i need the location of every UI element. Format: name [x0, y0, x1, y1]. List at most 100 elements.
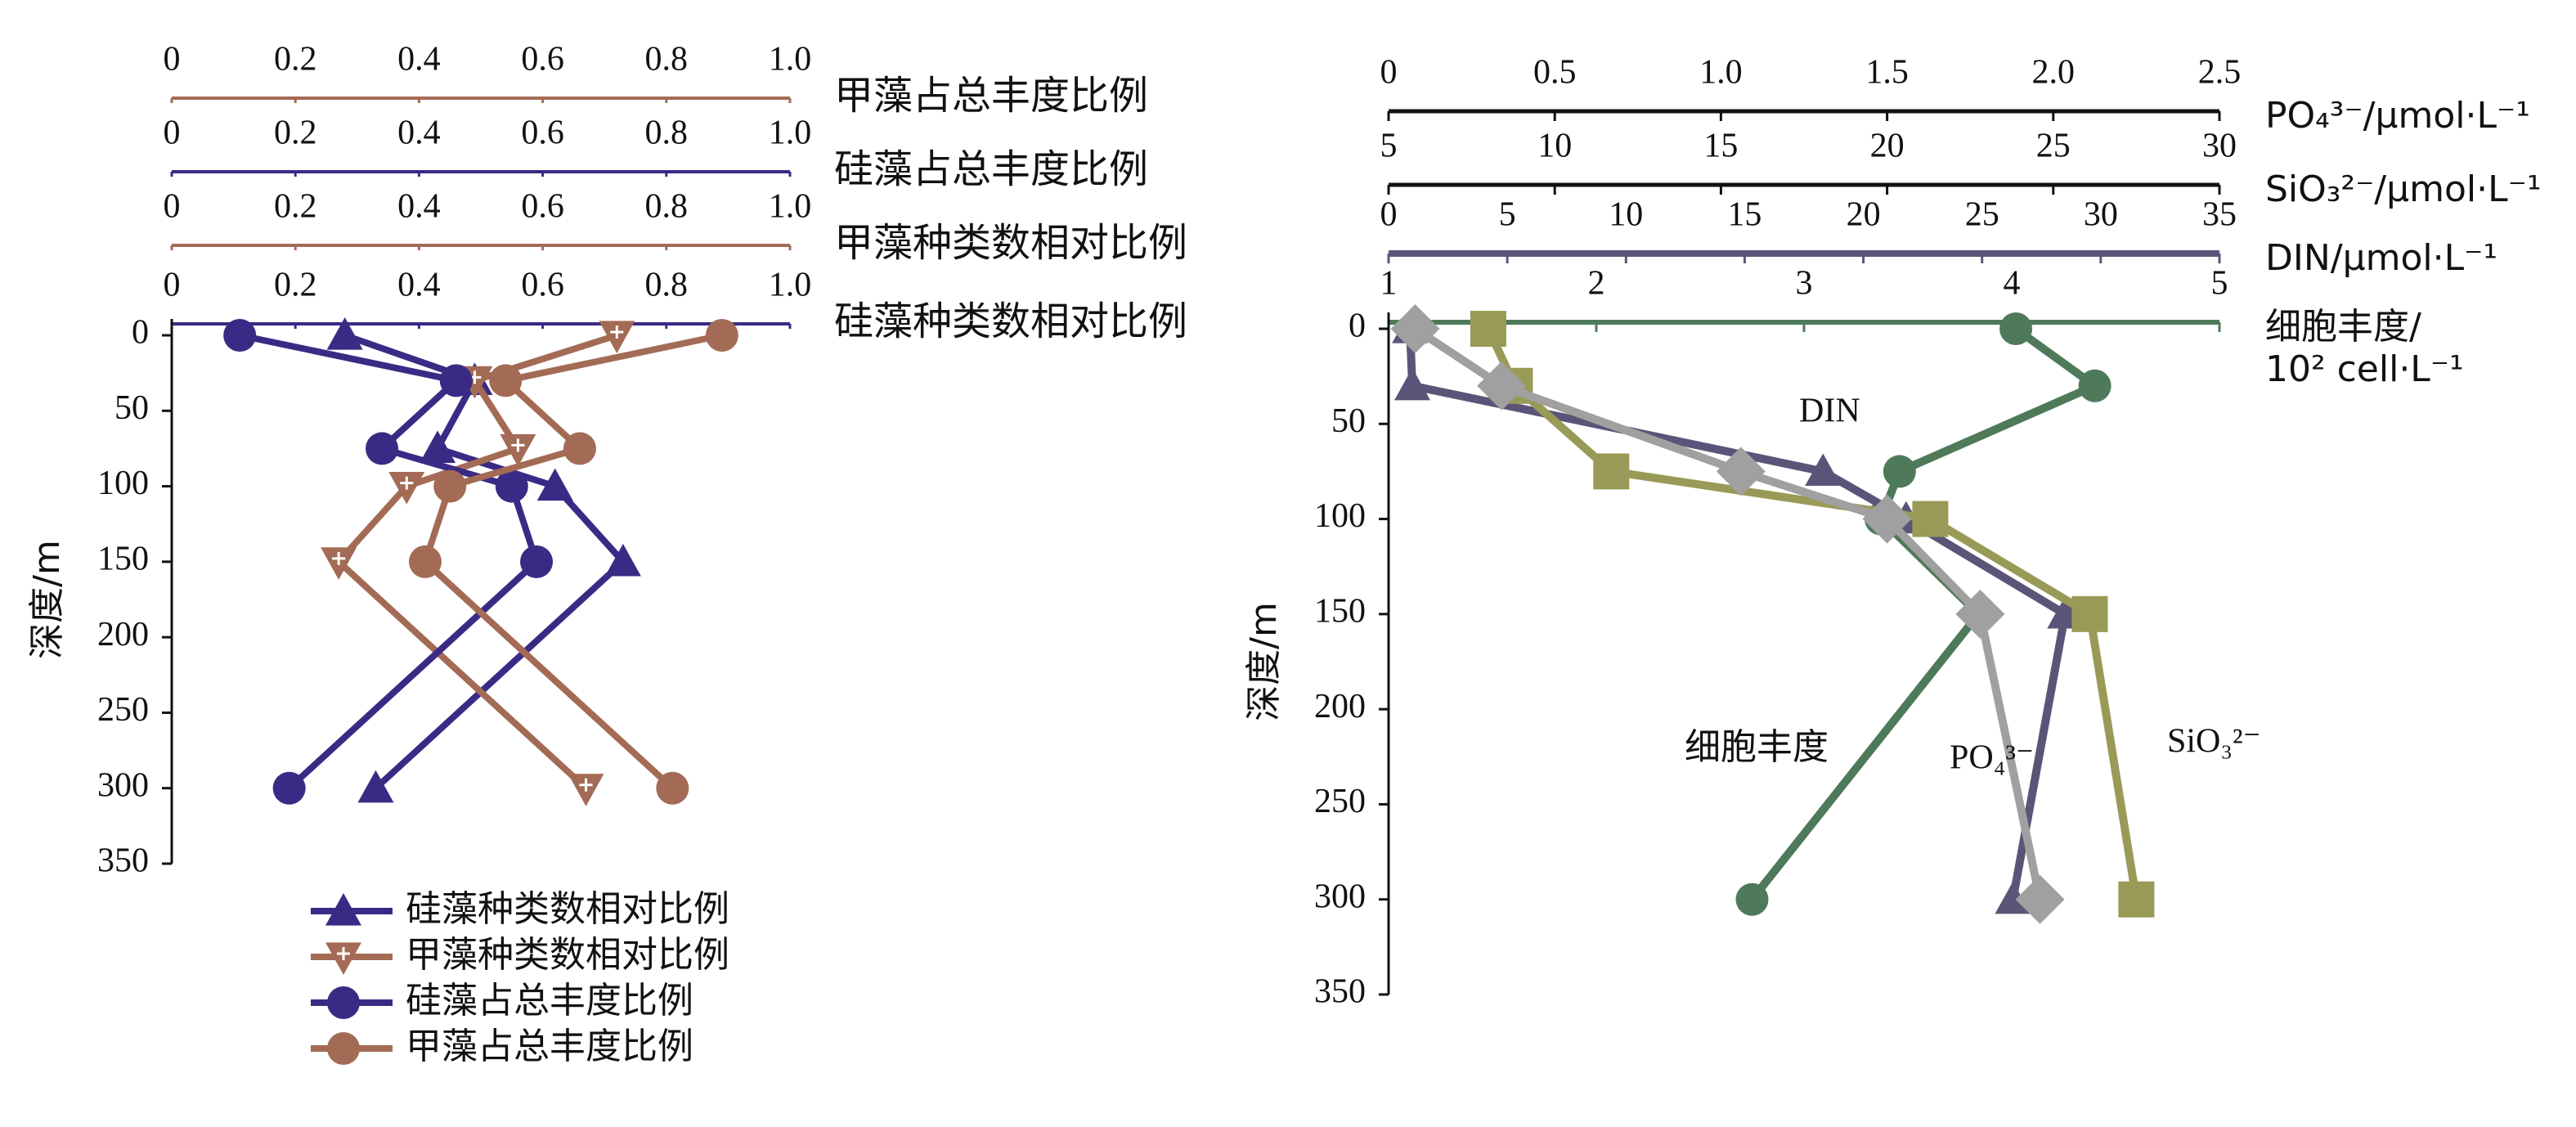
- point: [1912, 501, 1949, 537]
- point-plus: [337, 947, 350, 960]
- point: [272, 771, 306, 805]
- x-axis-title: 甲藻占总丰度比例: [834, 73, 1148, 119]
- y-tick-label: 150: [1314, 592, 1366, 630]
- y-tick-label: 50: [114, 389, 149, 427]
- x-tick-label: 2: [1588, 265, 1605, 303]
- series-label: DIN: [1799, 393, 1860, 430]
- series-line: [239, 332, 541, 791]
- x-tick-label: 3: [1796, 265, 1813, 303]
- point-plus: [400, 476, 414, 490]
- point: [2071, 595, 2108, 632]
- point: [1805, 453, 1842, 487]
- x-axis-title: 细胞丰度/: [2265, 306, 2421, 348]
- point: [321, 547, 357, 580]
- point: [489, 364, 523, 397]
- x-tick-label: 10: [1609, 196, 1643, 234]
- x-tick-label: 2.0: [2032, 54, 2076, 92]
- point: [327, 1032, 360, 1065]
- x-axis-title: 硅藻种类数相对比例: [834, 299, 1187, 344]
- point: [500, 433, 536, 467]
- legend-label: 硅藻占总丰度比例: [406, 980, 693, 1021]
- point: [2118, 881, 2155, 918]
- x-tick-label: 30: [2084, 196, 2118, 234]
- point: [1716, 447, 1766, 496]
- x-tick-label: 25: [1965, 196, 1999, 234]
- y-tick-label: 100: [97, 465, 149, 502]
- x-axis-title: PO₄³⁻/μmol·L⁻¹: [2265, 95, 2530, 137]
- y-tick-label: 100: [1314, 497, 1366, 535]
- point: [536, 468, 573, 501]
- point: [326, 317, 363, 350]
- x-tick-label: 5: [1380, 128, 1398, 165]
- series-label: PO₄³⁻: [1950, 739, 2034, 777]
- point: [705, 319, 738, 352]
- x-tick-label: 0: [164, 267, 181, 304]
- y-tick-label: 250: [1314, 783, 1366, 820]
- point: [1955, 589, 2005, 639]
- x-tick-label: 15: [1727, 196, 1761, 234]
- x-axis-title: 甲藻种类数相对比例: [834, 220, 1187, 266]
- series-label: SiO₃²⁻: [2167, 723, 2261, 761]
- x-tick-label: 25: [2036, 128, 2071, 165]
- series-line: [1412, 325, 2044, 900]
- x-tick-label: 0: [164, 41, 181, 79]
- point: [327, 986, 360, 1019]
- x-tick-label: 0.2: [274, 188, 317, 226]
- x-tick-label: 4: [2004, 265, 2021, 303]
- point: [2078, 369, 2112, 402]
- y-tick-label: 0: [1349, 308, 1366, 345]
- point: [2015, 874, 2065, 924]
- x-tick-label: 30: [2202, 128, 2237, 165]
- x-tick-label: 0.6: [521, 114, 564, 152]
- x-axis-title: SiO₃²⁻/μmol·L⁻¹: [2265, 168, 2541, 210]
- x-tick-label: 0: [1380, 196, 1398, 234]
- legend-label: 甲藻种类数相对比例: [406, 934, 729, 976]
- x-axis-title: 硅藻占总丰度比例: [834, 146, 1148, 192]
- y-tick-label: 300: [1314, 878, 1366, 915]
- point: [495, 469, 528, 503]
- y-tick-label: 300: [97, 766, 149, 804]
- y-tick-label: 350: [1314, 973, 1366, 1011]
- point: [599, 321, 635, 353]
- x-tick-label: 0.5: [1533, 54, 1577, 92]
- y-tick-label: 200: [97, 616, 149, 653]
- point: [520, 545, 554, 578]
- point: [1593, 453, 1630, 490]
- x-tick-label: 0.4: [397, 114, 441, 152]
- legend-label: 硅藻种类数相对比例: [406, 888, 729, 930]
- series-label: 细胞丰度: [1685, 726, 1829, 768]
- point: [1862, 494, 1912, 544]
- x-axis-title: 10² cell·L⁻¹: [2265, 348, 2464, 390]
- x-tick-label: 0: [164, 114, 181, 152]
- x-tick-label: 0.8: [645, 114, 689, 152]
- point: [357, 770, 394, 803]
- point: [325, 942, 361, 975]
- x-tick-label: 1.0: [769, 267, 812, 304]
- x-tick-label: 0.8: [645, 41, 689, 79]
- legend-label: 甲藻占总丰度比例: [406, 1026, 693, 1067]
- x-tick-label: 5: [2211, 265, 2228, 303]
- point: [1735, 882, 1769, 916]
- x-tick-label: 1.0: [1699, 54, 1743, 92]
- point: [1883, 455, 1916, 488]
- point: [1999, 312, 2033, 345]
- y-tick-label: 50: [1331, 402, 1366, 440]
- point: [223, 319, 257, 352]
- point: [604, 543, 641, 577]
- point-plus: [610, 326, 624, 339]
- series-line: [334, 332, 618, 791]
- x-tick-label: 1: [1380, 265, 1398, 303]
- point: [388, 471, 425, 505]
- x-tick-label: 1.5: [1865, 54, 1909, 92]
- point-plus: [332, 551, 346, 565]
- point: [1477, 361, 1527, 411]
- x-tick-label: 1.0: [769, 114, 812, 152]
- x-tick-label: 15: [1703, 128, 1738, 165]
- x-tick-label: 1.0: [769, 188, 812, 226]
- point: [439, 364, 473, 397]
- point: [563, 432, 596, 465]
- x-tick-label: 0: [1380, 54, 1398, 92]
- x-tick-label: 0.2: [274, 267, 317, 304]
